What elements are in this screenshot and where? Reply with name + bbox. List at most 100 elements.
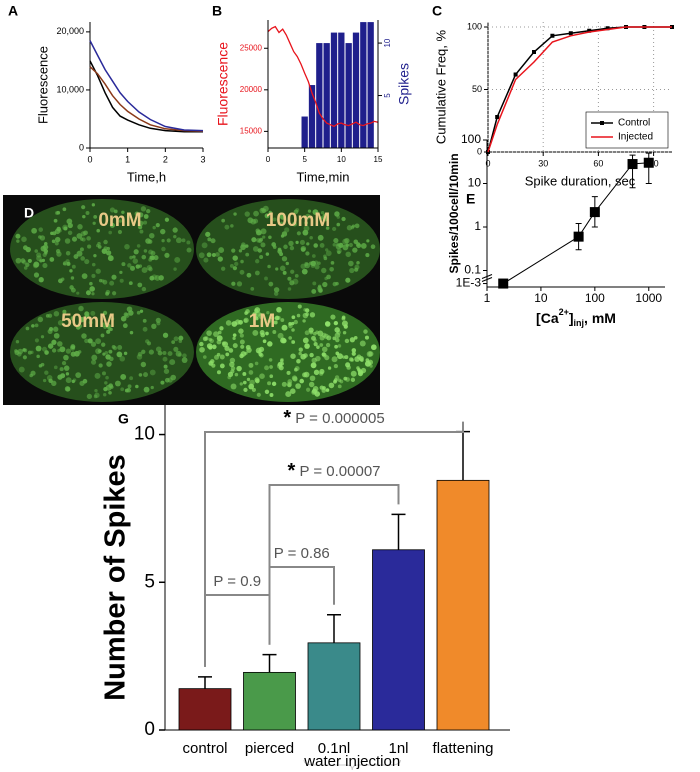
nucleus bbox=[315, 355, 321, 362]
nucleus bbox=[43, 248, 49, 254]
nucleus bbox=[262, 235, 266, 239]
nucleus bbox=[141, 254, 147, 260]
nucleus bbox=[368, 351, 374, 357]
nucleus bbox=[101, 342, 106, 347]
nucleus bbox=[357, 371, 363, 377]
nucleus bbox=[162, 356, 168, 362]
nucleus bbox=[59, 367, 64, 372]
nucleus bbox=[256, 229, 263, 236]
nucleus bbox=[75, 372, 82, 378]
nucleus bbox=[18, 366, 25, 373]
y-tick-label: 15000 bbox=[240, 126, 263, 135]
nucleus bbox=[333, 238, 339, 244]
nucleus bbox=[267, 319, 272, 323]
nucleus bbox=[267, 381, 272, 386]
nucleus bbox=[108, 349, 113, 354]
nucleus bbox=[126, 387, 131, 393]
nucleus bbox=[329, 266, 334, 272]
error-bar bbox=[456, 430, 470, 481]
nucleus bbox=[151, 323, 157, 329]
nucleus bbox=[234, 372, 239, 377]
nucleus bbox=[148, 349, 154, 355]
nucleus bbox=[257, 248, 262, 253]
nucleus bbox=[304, 330, 310, 336]
nucleus bbox=[97, 241, 101, 246]
nucleus bbox=[269, 374, 274, 379]
nucleus bbox=[269, 365, 273, 369]
nucleus bbox=[305, 308, 310, 313]
nucleus bbox=[255, 378, 260, 384]
nucleus bbox=[86, 236, 91, 241]
nucleus bbox=[293, 319, 298, 325]
nucleus bbox=[296, 359, 301, 364]
nucleus bbox=[296, 231, 301, 236]
nucleus bbox=[301, 268, 308, 275]
nucleus bbox=[35, 345, 42, 352]
bracket bbox=[268, 484, 400, 645]
nucleus bbox=[259, 353, 264, 358]
nucleus bbox=[248, 383, 255, 390]
x-tick-label: 15 bbox=[374, 155, 383, 164]
nucleus bbox=[281, 324, 288, 331]
nucleus bbox=[20, 258, 26, 264]
nucleus bbox=[91, 273, 96, 278]
y-tick-label: 0 bbox=[79, 142, 84, 152]
nucleus bbox=[53, 332, 60, 339]
nucleus bbox=[224, 224, 230, 230]
nucleus bbox=[286, 381, 293, 387]
y-axis-label: Number of Spikes bbox=[100, 454, 132, 701]
concentration-label: 0mM bbox=[98, 210, 141, 231]
nucleus bbox=[264, 389, 270, 394]
nucleus bbox=[232, 266, 238, 271]
nucleus bbox=[77, 224, 83, 230]
nucleus bbox=[30, 350, 34, 354]
nucleus bbox=[349, 357, 354, 362]
nucleus bbox=[56, 226, 61, 232]
nucleus bbox=[112, 291, 117, 296]
nucleus bbox=[366, 239, 370, 243]
nucleus bbox=[34, 249, 38, 253]
nucleus bbox=[201, 242, 208, 249]
nucleus bbox=[216, 339, 222, 345]
nucleus bbox=[295, 383, 301, 389]
nucleus bbox=[288, 322, 292, 326]
nucleus bbox=[81, 273, 88, 279]
line bbox=[89, 40, 204, 132]
nucleus bbox=[319, 216, 323, 220]
nucleus bbox=[153, 255, 159, 261]
concentration-label: 50mM bbox=[61, 311, 115, 332]
nucleus bbox=[304, 262, 311, 269]
bar bbox=[301, 116, 308, 148]
nucleus bbox=[162, 350, 167, 356]
nucleus bbox=[161, 239, 165, 243]
nucleus bbox=[90, 341, 97, 347]
nucleus bbox=[291, 321, 295, 326]
nucleus bbox=[90, 310, 96, 316]
nucleus bbox=[60, 373, 66, 379]
nucleus bbox=[126, 306, 133, 313]
nucleus bbox=[22, 260, 27, 265]
nucleus bbox=[167, 351, 173, 357]
nucleus bbox=[129, 376, 134, 381]
nucleus bbox=[91, 262, 96, 267]
nucleus bbox=[173, 336, 179, 342]
nucleus bbox=[305, 251, 310, 256]
nucleus bbox=[134, 211, 140, 217]
nucleus bbox=[356, 260, 360, 265]
nucleus bbox=[229, 263, 234, 268]
nucleus bbox=[298, 347, 303, 352]
nucleus bbox=[348, 260, 354, 267]
nucleus bbox=[311, 289, 317, 294]
nucleus bbox=[65, 348, 72, 354]
point bbox=[643, 157, 654, 168]
nucleus bbox=[221, 218, 225, 223]
nucleus bbox=[253, 218, 259, 224]
nucleus bbox=[273, 287, 280, 293]
nucleus bbox=[242, 380, 247, 385]
nucleus bbox=[354, 223, 360, 229]
nucleus bbox=[289, 280, 295, 286]
p-value: * P = 0.000005 bbox=[283, 407, 384, 429]
x-tick-label: 1 bbox=[484, 291, 491, 305]
nucleus bbox=[25, 326, 30, 331]
nucleus bbox=[141, 349, 146, 354]
